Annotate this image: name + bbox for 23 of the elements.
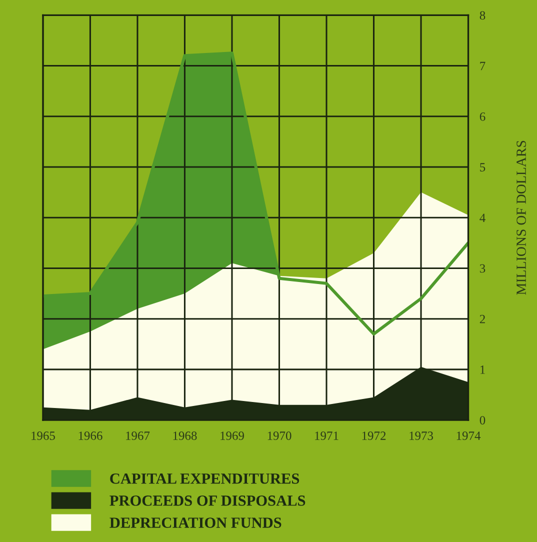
- legend-label: PROCEEDS OF DISPOSALS: [110, 496, 306, 506]
- x-tick-label: 1970: [268, 432, 292, 440]
- x-tick-label: 1968: [173, 432, 197, 440]
- x-tick-label: 1971: [315, 432, 338, 440]
- y-tick-label: 2: [480, 314, 485, 324]
- y-tick-label: 8: [480, 11, 486, 20]
- y-tick-label: 0: [480, 416, 486, 425]
- legend-label: CAPITAL EXPENDITURES: [110, 474, 300, 484]
- x-tick-label: 1969: [220, 432, 244, 440]
- y-tick-label: 4: [480, 214, 486, 222]
- x-tick-label: 1965: [32, 432, 55, 440]
- legend-label: DEPRECIATION FUNDS: [110, 518, 282, 528]
- x-tick-label: 1973: [410, 432, 434, 440]
- x-tick-label: 1966: [78, 432, 102, 440]
- y-tick-label: 5: [480, 163, 486, 172]
- x-tick-label: 1972: [362, 432, 386, 440]
- y-tick-label: 7: [480, 62, 486, 70]
- y-tick-label: 3: [480, 264, 486, 273]
- y-tick-label: 6: [480, 112, 486, 121]
- x-tick-label: 1967: [126, 432, 150, 440]
- x-tick-label: 1974: [456, 432, 481, 440]
- y-tick-label: 1: [480, 366, 485, 374]
- y-axis-title: MILLIONS OF DOLLARS: [516, 140, 526, 295]
